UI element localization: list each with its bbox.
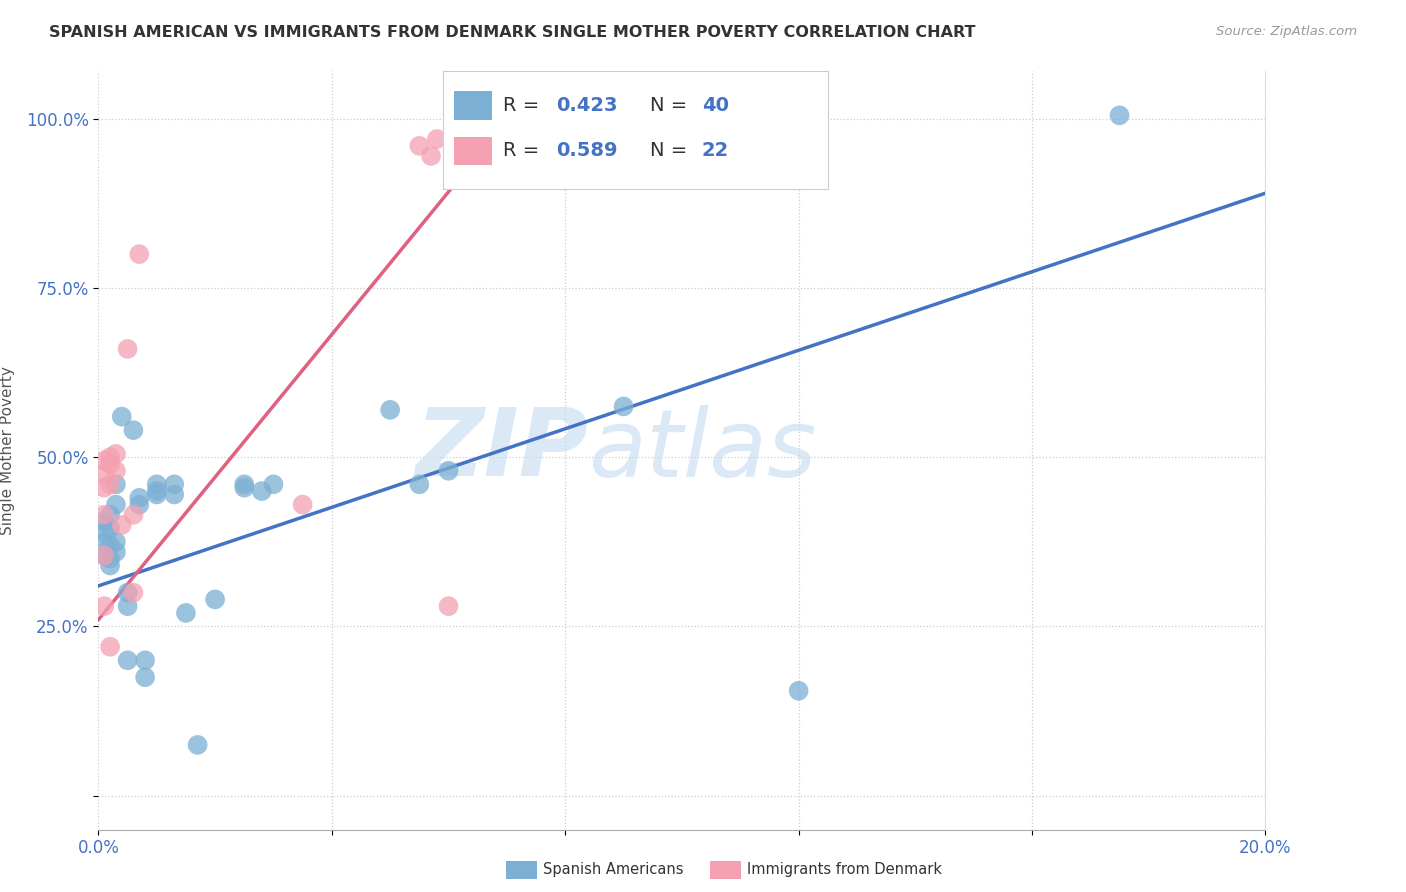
Point (98, 477, 121, 491)
Text: Immigrants from Denmark: Immigrants from Denmark (747, 863, 942, 877)
Text: ZIP: ZIP (416, 404, 589, 497)
Point (134, 670, 156, 684)
Point (98, 457, 121, 471)
Point (426, 132, 449, 146)
Point (98, 508, 121, 522)
Point (98, 640, 121, 654)
FancyBboxPatch shape (454, 136, 492, 165)
Point (420, 149, 443, 163)
Point (93, 481, 115, 495)
Point (104, 498, 127, 512)
Point (134, 653, 156, 667)
Point (408, 138, 430, 153)
Point (250, 484, 273, 499)
Text: 0.589: 0.589 (555, 142, 617, 161)
Point (262, 477, 284, 491)
Point (93, 508, 115, 522)
Point (146, 477, 169, 491)
Point (104, 477, 127, 491)
Text: atlas: atlas (589, 405, 817, 496)
Text: Spanish Americans: Spanish Americans (543, 863, 683, 877)
Point (380, 402, 402, 417)
Point (187, 738, 209, 752)
Point (554, 138, 576, 153)
Text: SPANISH AMERICAN VS IMMIGRANTS FROM DENMARK SINGLE MOTHER POVERTY CORRELATION CH: SPANISH AMERICAN VS IMMIGRANTS FROM DENM… (49, 25, 976, 40)
Text: N =: N = (651, 96, 695, 115)
Point (117, 342, 139, 356)
Point (163, 477, 186, 491)
Point (98, 551, 121, 566)
Point (204, 592, 226, 607)
Point (93, 534, 115, 549)
FancyBboxPatch shape (454, 91, 492, 120)
Text: R =: R = (503, 142, 546, 161)
Text: R =: R = (503, 96, 546, 115)
Point (174, 606, 197, 620)
Point (117, 599, 139, 614)
Point (98, 558, 121, 573)
Text: 22: 22 (702, 142, 728, 161)
Text: 0.423: 0.423 (555, 96, 617, 115)
Point (93, 524, 115, 539)
Text: 40: 40 (702, 96, 728, 115)
Point (233, 481, 256, 495)
Point (93, 453, 115, 467)
Point (98, 538, 121, 552)
Text: Source: ZipAtlas.com: Source: ZipAtlas.com (1216, 25, 1357, 38)
Point (117, 585, 139, 599)
Point (291, 498, 314, 512)
Point (93, 549, 115, 563)
Point (233, 477, 256, 491)
Point (122, 423, 145, 437)
Point (93, 467, 115, 482)
Y-axis label: Single Mother Poverty: Single Mother Poverty (0, 366, 14, 535)
Point (111, 409, 134, 424)
Point (111, 517, 134, 532)
Point (122, 585, 145, 599)
Point (93, 599, 115, 614)
Point (128, 247, 150, 261)
Point (104, 464, 127, 478)
Point (117, 653, 139, 667)
Point (146, 487, 169, 501)
Point (122, 508, 145, 522)
Text: N =: N = (651, 142, 695, 161)
Point (104, 447, 127, 461)
Point (128, 498, 150, 512)
Point (128, 491, 150, 505)
Point (98, 450, 121, 465)
Point (146, 484, 169, 499)
Point (93, 515, 115, 529)
FancyBboxPatch shape (443, 71, 828, 189)
Point (163, 487, 186, 501)
Point (1108, 108, 1130, 122)
Point (612, 400, 634, 414)
Point (93, 549, 115, 563)
Point (437, 464, 460, 478)
Point (787, 683, 810, 698)
Point (437, 599, 460, 614)
Point (98, 521, 121, 535)
Point (408, 477, 430, 491)
Point (104, 534, 127, 549)
Point (104, 545, 127, 559)
